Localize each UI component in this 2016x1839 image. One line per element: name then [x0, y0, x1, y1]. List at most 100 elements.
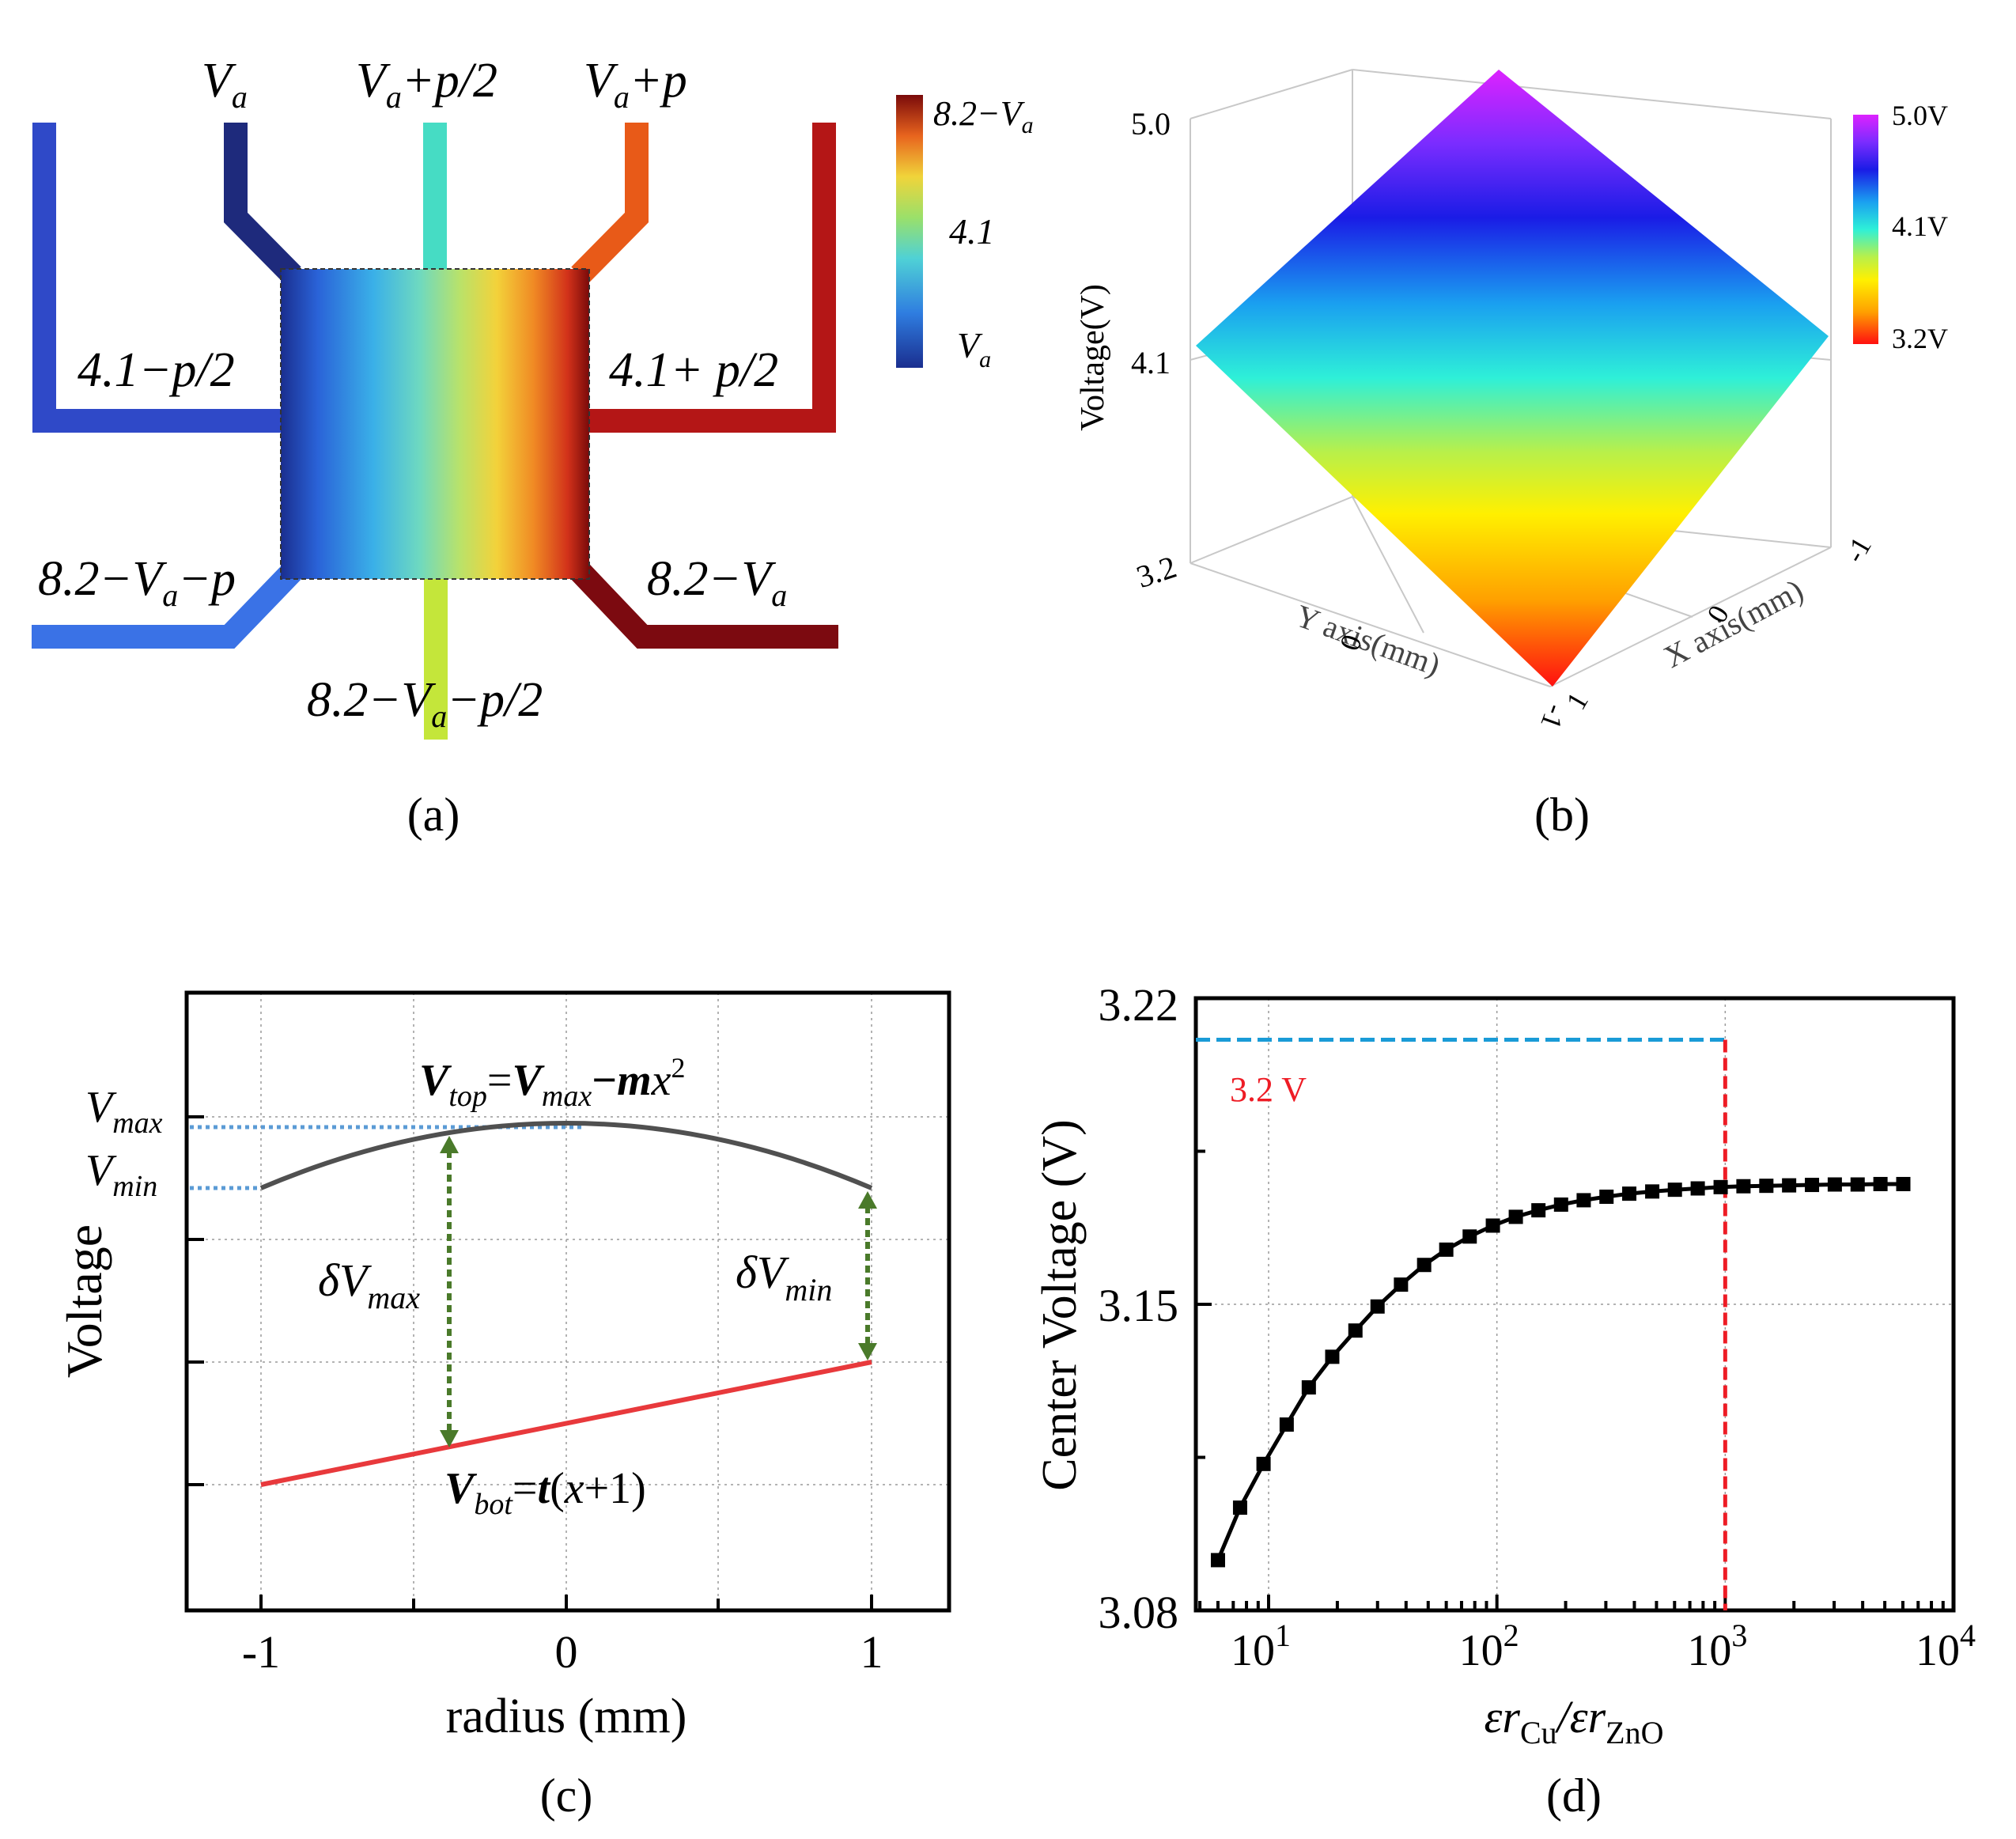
colorbar-a	[896, 95, 923, 368]
data-point-27	[1827, 1177, 1842, 1192]
x-tick-c-1: -1	[242, 1626, 280, 1678]
data-point-29	[1873, 1176, 1888, 1191]
z-tick-bottom: 3.2	[1132, 549, 1180, 595]
z-axis-label: Voltage(V)	[1075, 284, 1111, 431]
x-axis-label-c: radius (mm)	[446, 1690, 687, 1743]
data-point-19	[1645, 1184, 1660, 1199]
lead-right-mid	[589, 123, 836, 433]
data-point-10	[1439, 1242, 1454, 1257]
data-point-30	[1896, 1176, 1911, 1191]
label-bottom-right: 8.2−Va	[647, 552, 787, 613]
data-point-13	[1508, 1209, 1523, 1224]
colorbar-b	[1853, 115, 1878, 344]
axes-frame-d	[1193, 996, 1956, 1613]
data-point-16	[1576, 1193, 1591, 1208]
caption-a: (a)	[407, 789, 460, 841]
x-tick-label-d-4: 104	[1916, 1618, 1976, 1675]
caption-c: (c)	[540, 1769, 593, 1822]
data-point-2	[1256, 1456, 1271, 1471]
data-point-20	[1667, 1182, 1682, 1198]
x-tick-c-3: 1	[860, 1626, 883, 1678]
x-tick-labels-d: 101 102 103 104	[1231, 1618, 1976, 1675]
label-dvmax: δVmax	[318, 1254, 420, 1315]
caption-d: (d)	[1546, 1769, 1602, 1822]
y-axis-label-c: Voltage	[56, 1224, 112, 1378]
label-dvmin: δVmin	[736, 1247, 832, 1307]
label-t3: Va+p	[584, 54, 687, 115]
panel-b: 5.0 4.1 3.2 Voltage(V) Y axis(mm) -1 0 X…	[1075, 69, 1948, 841]
data-line	[1216, 1182, 1904, 1561]
lead-bottom-left	[32, 562, 301, 649]
label-t2: Va+p/2	[356, 54, 497, 115]
x-tick-label-d-3: 103	[1687, 1618, 1747, 1675]
label-t1: Va	[202, 54, 248, 115]
data-points	[1210, 1176, 1911, 1568]
data-point-6	[1348, 1323, 1363, 1338]
panel-c: Vmax Vmin Vtop=Vmax−mx2 Vbot=t(x+1) δVma…	[56, 990, 951, 1822]
arrow-dvmax-head-top	[440, 1136, 459, 1153]
data-point-23	[1736, 1179, 1751, 1194]
label-right-mid: 4.1+ p/2	[609, 343, 778, 397]
data-point-14	[1531, 1203, 1546, 1218]
data-point-25	[1782, 1178, 1797, 1193]
panel-d: 3.2 V 3.22 3.15 3.08 Center Voltage (V) …	[1033, 979, 1976, 1822]
data-point-5	[1325, 1349, 1340, 1364]
arrow-dvmax-head-bottom	[440, 1430, 459, 1447]
x-axis-label: X axis(mm)	[1658, 572, 1809, 675]
y-tick-d-bottom: 3.08	[1099, 1587, 1179, 1638]
data-point-15	[1553, 1197, 1568, 1212]
colorbar-b-mid: 4.1V	[1892, 210, 1948, 242]
eq-bot: Vbot=t(x+1)	[444, 1464, 646, 1521]
data-point-3	[1279, 1417, 1294, 1432]
label-bottom-mid: 8.2−Va−p/2	[307, 673, 543, 734]
data-point-21	[1690, 1181, 1705, 1196]
voltage-surface	[1196, 70, 1829, 687]
eq-top: Vtop=Vmax−mx2	[419, 1052, 686, 1113]
data-point-26	[1805, 1178, 1820, 1193]
colorbar-a-top: 8.2−Va	[933, 94, 1034, 138]
data-point-11	[1462, 1229, 1477, 1244]
data-point-7	[1370, 1299, 1385, 1314]
y-axis-label: Y axis(mm)	[1291, 598, 1445, 683]
data-point-18	[1622, 1186, 1637, 1201]
lead-bottom-right	[571, 562, 838, 649]
colorbar-a-bottom: Va	[957, 325, 991, 373]
data-point-0	[1210, 1553, 1225, 1568]
y-tick-d-mid: 3.15	[1099, 1280, 1179, 1331]
caption-b: (b)	[1534, 789, 1590, 841]
panel-a: 8.2−Va 4.1 Va Va Va+p/2 Va+p 4.1−p/2 4.1…	[32, 54, 1034, 841]
y-tick-1: -1	[1534, 700, 1572, 733]
label-left-mid: 4.1−p/2	[78, 343, 235, 397]
potential-square	[280, 268, 590, 580]
colorbar-b-bottom: 3.2V	[1892, 323, 1948, 354]
colorbar-b-top: 5.0V	[1892, 100, 1948, 131]
top-curve	[259, 1121, 873, 1190]
arrow-dvmin-head-bottom	[858, 1343, 877, 1360]
lead-left-mid	[32, 123, 281, 433]
lead-top-left	[224, 123, 301, 284]
annotation-3v2: 3.2 V	[1230, 1070, 1307, 1109]
ticks-c	[187, 1115, 873, 1610]
data-point-28	[1850, 1177, 1865, 1192]
grid-d	[1196, 998, 1954, 1610]
x-tick-3: -1	[1838, 532, 1878, 568]
z-tick-top: 5.0	[1131, 106, 1171, 142]
label-vmax: Vmax	[85, 1083, 163, 1140]
ticks-d	[1196, 997, 1955, 1612]
colorbar-a-mid: 4.1	[949, 211, 995, 252]
data-point-9	[1416, 1258, 1432, 1273]
label-vmin: Vmin	[85, 1146, 157, 1203]
data-point-1	[1232, 1500, 1247, 1515]
data-point-8	[1394, 1277, 1409, 1292]
grid-c	[187, 993, 949, 1610]
lead-top-right	[571, 123, 649, 284]
x-axis-label-d: εrCu/εrZnO	[1485, 1691, 1664, 1750]
label-bottom-left: 8.2−Va−p	[38, 552, 236, 613]
y-axis-label-d: Center Voltage (V)	[1033, 1119, 1087, 1490]
z-tick-mid: 4.1	[1131, 345, 1171, 380]
data-point-22	[1713, 1179, 1728, 1194]
x-tick-c-2: 0	[555, 1626, 578, 1678]
bottom-line	[260, 1360, 872, 1487]
arrow-dvmin-head-top	[858, 1191, 877, 1209]
data-point-17	[1599, 1189, 1614, 1204]
